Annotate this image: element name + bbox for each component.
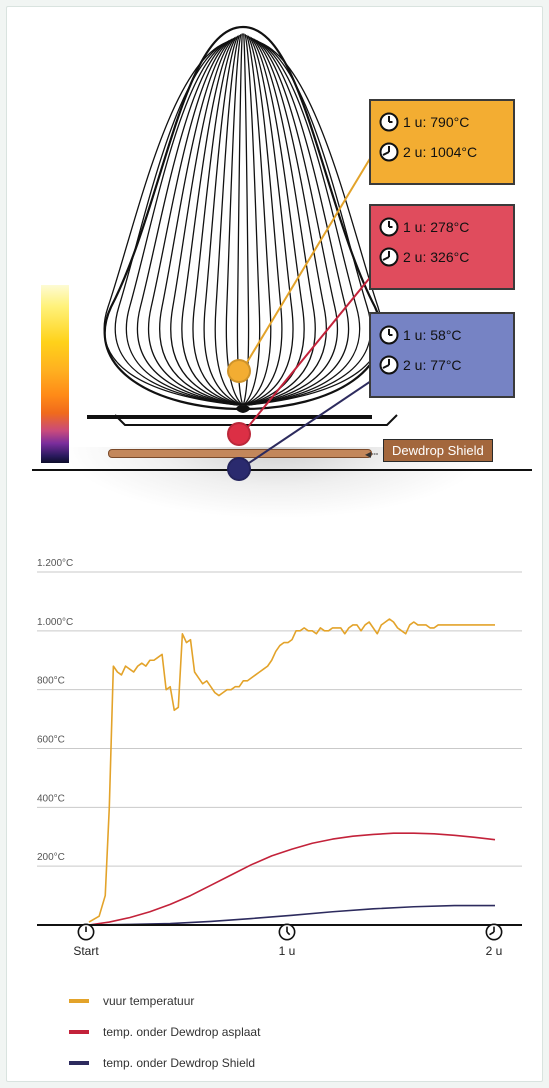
- burner-rib: [246, 38, 327, 406]
- burner-rib: [243, 34, 261, 406]
- series-line-0: [88, 618, 495, 923]
- legend-item-shield: temp. onder Dewdrop Shield: [69, 1047, 260, 1078]
- burner-diagram: 1 u: 790°C 2 u: 1004°C 1 u: 278°C 2 u: 3…: [7, 7, 542, 522]
- clock-icon: [485, 923, 503, 941]
- plate-temperature-box: 1 u: 278°C 2 u: 326°C: [369, 204, 515, 290]
- burner-rib: [236, 33, 244, 406]
- burner-drawing: [103, 25, 398, 426]
- burner-rib: [248, 42, 383, 406]
- x-tick-1u: 1 u: [262, 923, 312, 958]
- legend-swatch: [69, 1060, 89, 1065]
- plate-1u-value: 1 u: 278°C: [403, 219, 470, 235]
- info-row: 2 u: 1004°C: [379, 137, 505, 167]
- x-tick-label-2u: 2 u: [485, 944, 503, 958]
- shield-1u-value: 1 u: 58°C: [403, 327, 462, 343]
- y-tick-label: 400°C: [37, 793, 65, 804]
- legend-swatch: [69, 1029, 89, 1034]
- legend-label: temp. onder Dewdrop Shield: [103, 1055, 256, 1070]
- shield-connector: [242, 376, 378, 468]
- flame-2u-value: 2 u: 1004°C: [403, 144, 478, 160]
- info-row: 1 u: 278°C: [379, 212, 505, 242]
- burner-rib: [159, 38, 240, 406]
- legend-label: vuur temperatuur: [103, 993, 195, 1008]
- burner-rib: [244, 35, 283, 406]
- shield-temperature-box: 1 u: 58°C 2 u: 77°C: [369, 312, 515, 398]
- flame-1u-value: 1 u: 790°C: [403, 114, 470, 130]
- infographic-card: 1 u: 790°C 2 u: 1004°C 1 u: 278°C 2 u: 3…: [6, 6, 543, 1082]
- legend-item-fire: vuur temperatuur: [69, 985, 260, 1016]
- burner-rib: [170, 37, 241, 406]
- connector-lines: [242, 146, 378, 468]
- burner-rib: [247, 40, 349, 406]
- heat-color-scale: [41, 285, 69, 463]
- burner-rib: [126, 40, 239, 406]
- ash-plate: [87, 415, 372, 419]
- shield-2u-value: 2 u: 77°C: [403, 357, 462, 373]
- legend-label: temp. onder Dewdrop asplaat: [103, 1024, 261, 1039]
- plate-2u-value: 2 u: 326°C: [403, 249, 470, 265]
- x-tick-start: Start: [61, 923, 111, 958]
- ground-line: [32, 469, 532, 471]
- burner-rib: [244, 36, 294, 406]
- clock-icon: [77, 923, 95, 941]
- temperature-chart: 200°C 400°C 600°C 800°C 1.000°C 1.200°C: [37, 558, 522, 926]
- x-tick-label-start: Start: [73, 944, 99, 958]
- clock-icon: [379, 247, 399, 267]
- y-tick-label: 800°C: [37, 676, 65, 687]
- burner-rib: [247, 40, 360, 406]
- chart-legend: vuur temperatuur temp. onder Dewdrop asp…: [69, 985, 260, 1078]
- clock-icon: [379, 355, 399, 375]
- burner-rib: [137, 40, 239, 406]
- clock-icon: [379, 325, 399, 345]
- clock-icon: [379, 142, 399, 162]
- clock-icon: [278, 923, 296, 941]
- burner-rib: [203, 35, 242, 406]
- burner-rib: [148, 39, 240, 406]
- clock-icon: [379, 217, 399, 237]
- plate-connector: [242, 268, 378, 434]
- x-tick-2u: 2 u: [469, 923, 519, 958]
- info-row: 2 u: 326°C: [379, 242, 505, 272]
- burner-rib: [214, 34, 243, 406]
- burner-rib: [245, 36, 305, 406]
- x-tick-label-1u: 1 u: [278, 944, 296, 958]
- y-tick-label: 600°C: [37, 735, 65, 746]
- info-row: 1 u: 58°C: [379, 320, 505, 350]
- info-row: 1 u: 790°C: [379, 107, 505, 137]
- burner-rib: [245, 37, 316, 406]
- clock-icon: [379, 112, 399, 132]
- legend-item-plate: temp. onder Dewdrop asplaat: [69, 1016, 260, 1047]
- series-line-2: [88, 904, 495, 926]
- burner-rib: [242, 33, 250, 406]
- plate-probe-dot: [227, 422, 251, 446]
- burner-rib: [225, 34, 243, 406]
- shield-probe-dot: [227, 457, 251, 481]
- shield-pointer-arrow: ◂┄: [365, 447, 379, 461]
- flame-connector: [242, 146, 378, 370]
- burner-rib: [181, 36, 241, 406]
- info-row: 2 u: 77°C: [379, 350, 505, 380]
- series-line-1: [88, 832, 496, 926]
- y-tick-label: 200°C: [37, 852, 65, 863]
- burner-rib: [243, 34, 272, 406]
- flame-temperature-box: 1 u: 790°C 2 u: 1004°C: [369, 99, 515, 185]
- y-tick-label: 1.200°C: [37, 558, 73, 569]
- burner-rib: [103, 42, 238, 406]
- legend-swatch: [69, 998, 89, 1003]
- dewdrop-shield-label: Dewdrop Shield: [383, 439, 493, 462]
- burner-rib: [192, 36, 242, 406]
- flame-probe-dot: [227, 359, 251, 383]
- y-tick-label: 1.000°C: [37, 617, 73, 628]
- burner-rib: [246, 39, 338, 406]
